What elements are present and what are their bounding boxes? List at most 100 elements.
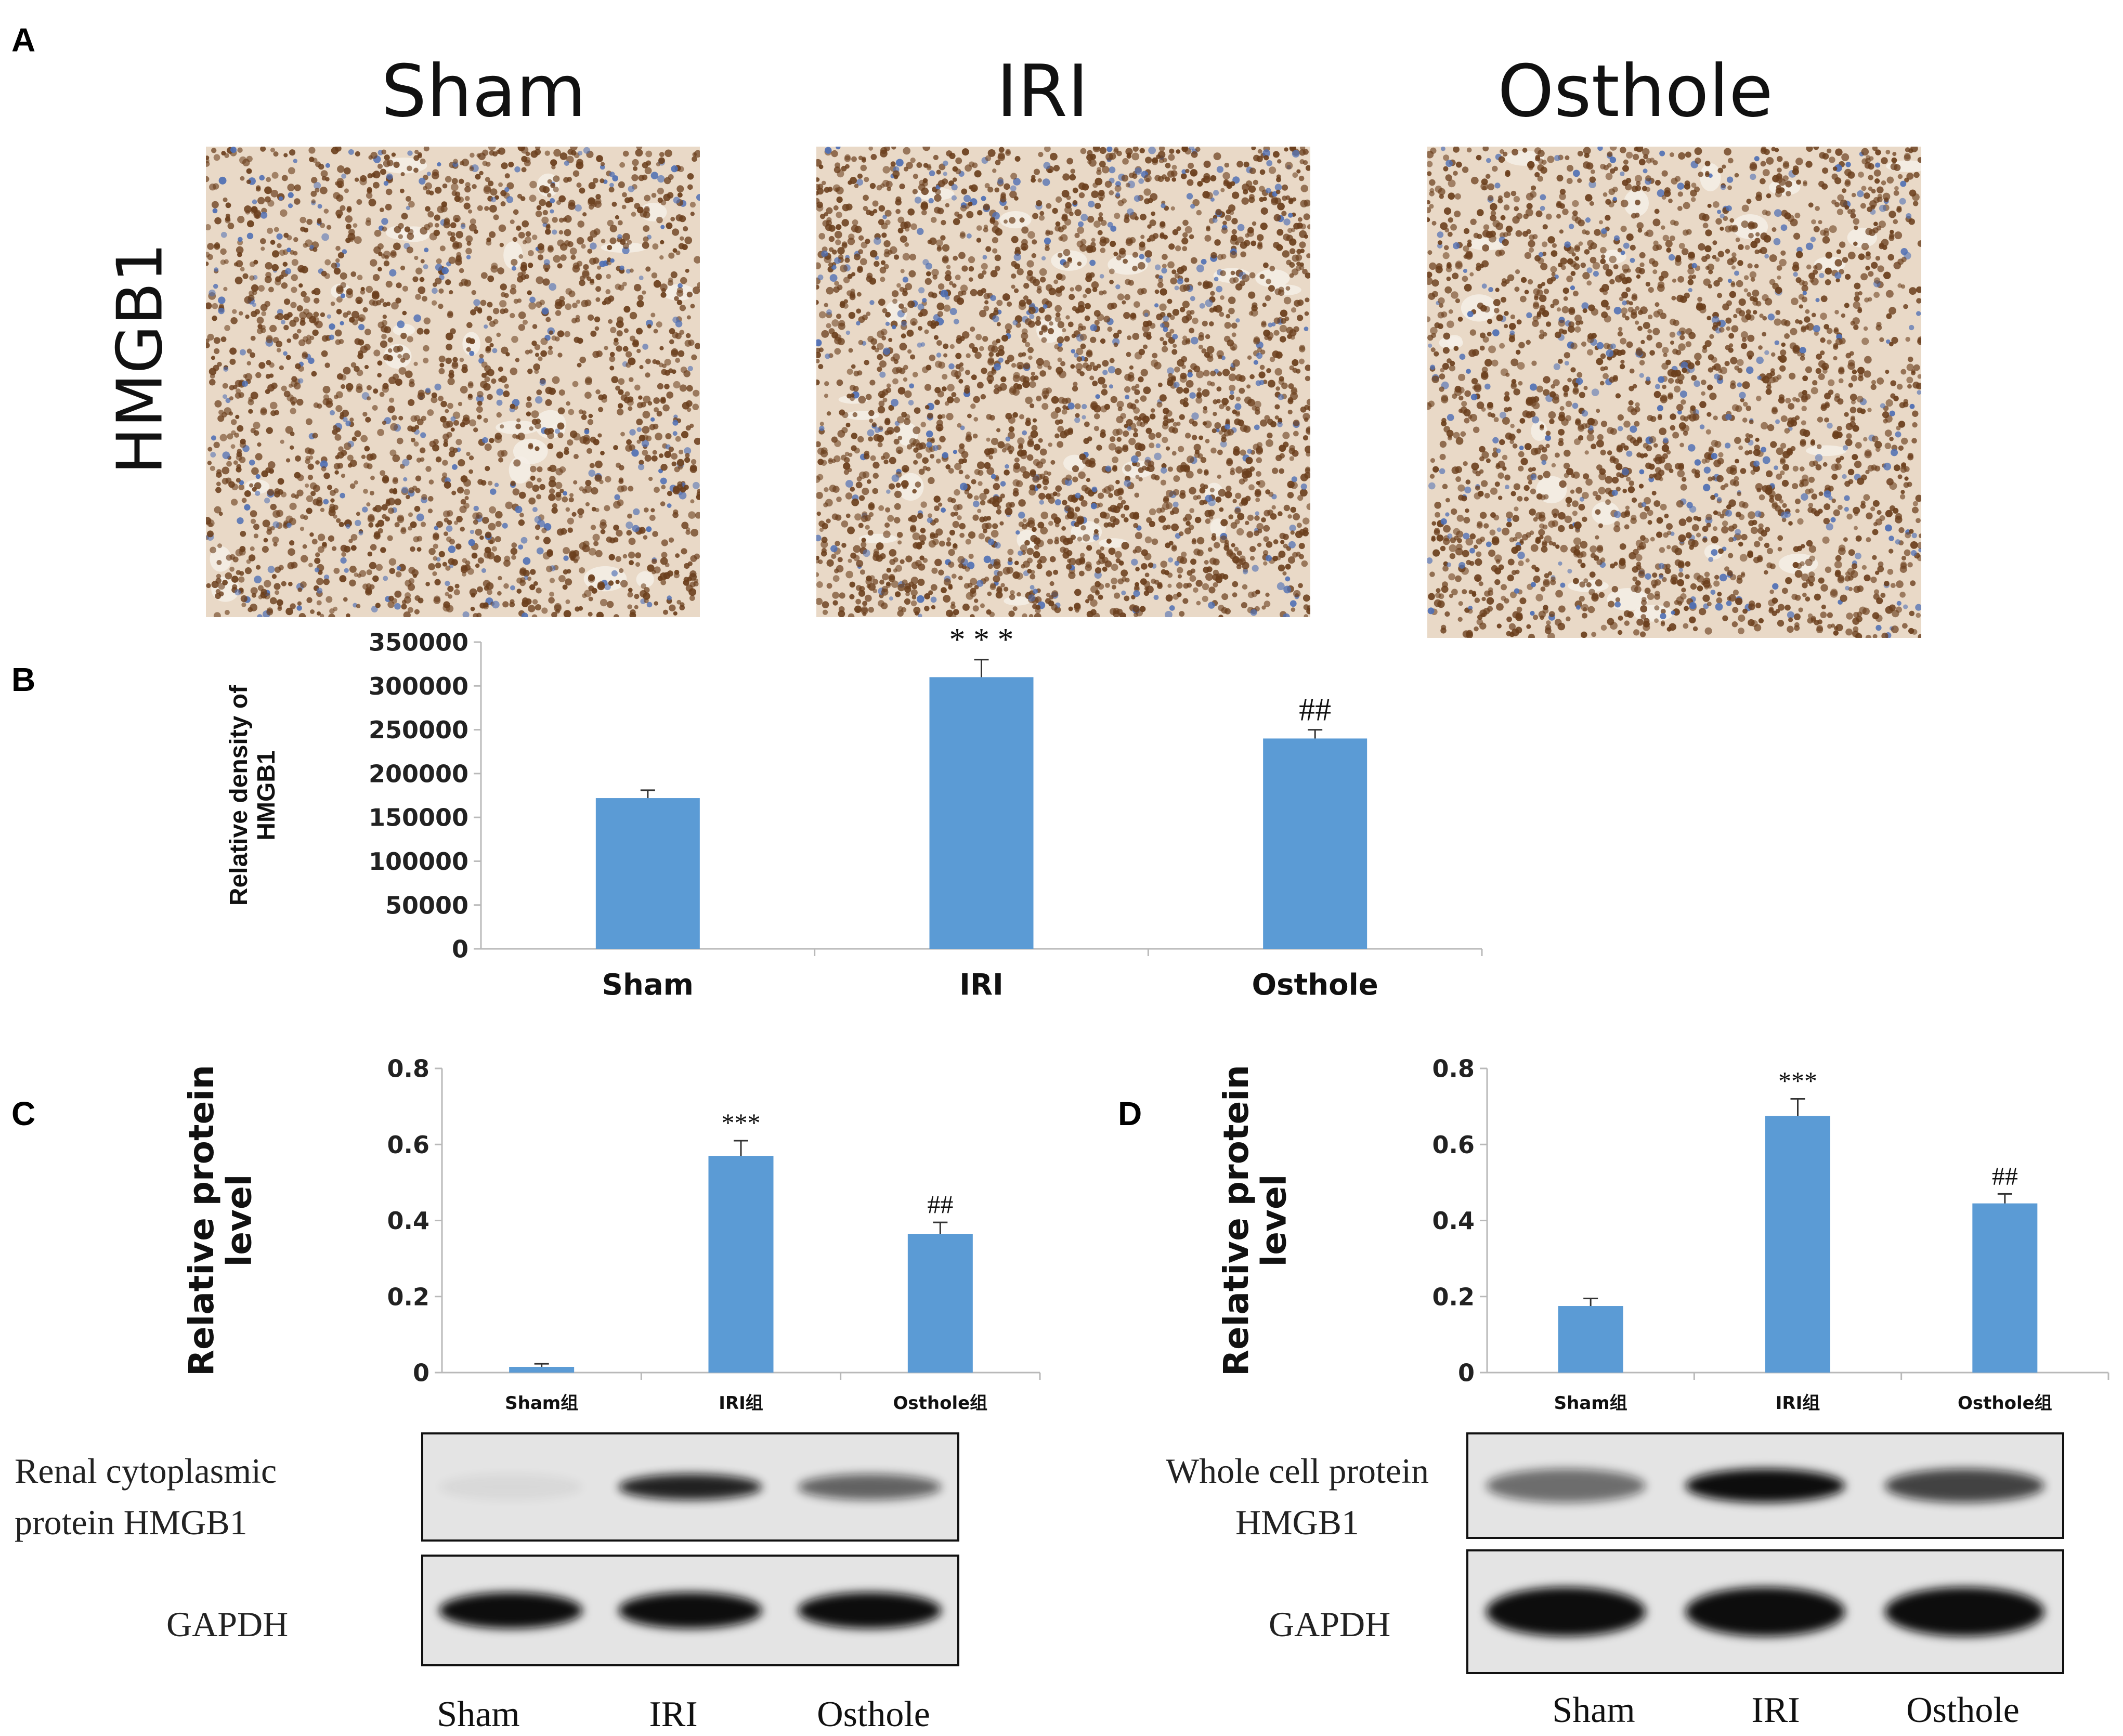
ihc-nucleus <box>869 380 876 386</box>
ihc-nucleus <box>1054 225 1061 232</box>
ihc-nucleus <box>288 167 295 175</box>
ihc-nucleus <box>1093 518 1100 524</box>
ihc-nucleus <box>348 149 354 155</box>
ihc-nucleus <box>529 194 537 202</box>
ihc-nucleus <box>393 242 401 251</box>
ihc-nucleus <box>862 601 868 606</box>
ihc-nucleus <box>852 219 858 226</box>
ihc-nucleus <box>549 330 553 335</box>
ihc-nucleus <box>1026 454 1034 461</box>
ihc-nucleus <box>477 557 484 564</box>
ihc-nucleus <box>563 547 570 554</box>
ihc-nucleus <box>656 216 663 224</box>
ihc-nucleus <box>495 511 503 519</box>
ihc-nucleus <box>1278 286 1284 293</box>
ihc-nucleus <box>1074 506 1080 512</box>
ihc-nucleus <box>285 268 292 275</box>
ihc-nucleus <box>1230 251 1238 258</box>
ihc-nucleus <box>854 184 859 188</box>
ihc-nucleus <box>1170 376 1176 382</box>
ihc-nucleus <box>609 351 615 357</box>
ihc-nucleus <box>348 539 353 543</box>
ihc-nucleus <box>473 299 480 306</box>
ihc-nucleus <box>616 330 623 337</box>
ihc-nucleus <box>999 521 1004 526</box>
ihc-nucleus <box>1087 436 1092 442</box>
ihc-nucleus <box>298 378 304 384</box>
ihc-nucleus <box>1231 218 1238 225</box>
ihc-nucleus <box>417 153 422 159</box>
ihc-nucleus <box>1146 334 1152 340</box>
ihc-nucleus <box>399 188 405 193</box>
ihc-nucleus <box>873 434 881 442</box>
ihc-nucleus <box>287 184 295 191</box>
ihc-nucleus <box>1272 151 1280 158</box>
ihc-nucleus <box>1136 421 1142 427</box>
ihc-nucleus <box>1287 514 1292 519</box>
ihc-nucleus <box>218 582 225 590</box>
ihc-nucleus <box>264 301 270 307</box>
ihc-nucleus <box>644 598 649 604</box>
ihc-nucleus <box>297 587 303 592</box>
ihc-nucleus <box>1151 211 1156 216</box>
ihc-nucleus <box>445 592 449 596</box>
ihc-nucleus <box>311 539 318 545</box>
ihc-nucleus <box>975 334 982 341</box>
ihc-nucleus <box>465 182 471 188</box>
ihc-nucleus <box>216 472 222 478</box>
ihc-nucleus <box>856 559 864 567</box>
ihc-nucleus <box>1060 361 1066 367</box>
ihc-nucleus <box>572 265 580 273</box>
ihc-nucleus <box>281 320 285 324</box>
ihc-nucleus <box>966 353 971 358</box>
ihc-nucleus <box>1032 213 1038 219</box>
ihc-nucleus <box>1122 158 1129 165</box>
ihc-nucleus <box>618 181 625 188</box>
ihc-nucleus <box>455 231 463 239</box>
ihc-nucleus <box>518 311 526 319</box>
ihc-nucleus <box>345 238 351 243</box>
ihc-nucleus <box>652 243 659 250</box>
ihc-nucleus <box>991 530 999 538</box>
ihc-nucleus <box>521 155 528 162</box>
ihc-nucleus <box>544 267 549 272</box>
ihc-nucleus <box>660 501 666 506</box>
ihc-nucleus <box>1090 324 1097 332</box>
ihc-nucleus <box>1129 314 1137 321</box>
ihc-nucleus <box>1037 521 1045 529</box>
ihc-nucleus <box>1100 338 1106 344</box>
ihc-nucleus <box>1013 288 1019 293</box>
ihc-nucleus <box>1023 283 1030 289</box>
ihc-nucleus <box>1023 376 1030 383</box>
ihc-nucleus <box>529 426 534 431</box>
ihc-nucleus <box>878 600 885 607</box>
ihc-nucleus <box>953 255 958 261</box>
ihc-nucleus <box>988 455 993 460</box>
ihc-nucleus <box>364 446 370 452</box>
ihc-nucleus <box>992 226 999 233</box>
ihc-nucleus <box>903 418 911 425</box>
ihc-nucleus <box>487 394 493 400</box>
ihc-nucleus <box>343 367 351 375</box>
ihc-nucleus <box>314 567 320 572</box>
ihc-nucleus <box>235 414 240 419</box>
ihc-nucleus <box>977 210 983 216</box>
ihc-nucleus <box>489 540 493 544</box>
ihc-nucleus <box>1267 380 1275 388</box>
ihc-nucleus <box>298 613 306 617</box>
ihc-nucleus <box>1105 582 1110 588</box>
ihc-nucleus <box>1167 367 1175 375</box>
ihc-nucleus <box>826 583 832 589</box>
ihc-nucleus <box>1232 581 1239 588</box>
ihc-nucleus <box>973 495 979 501</box>
ihc-nucleus <box>1070 364 1075 369</box>
ihc-nucleus <box>934 399 940 406</box>
ihc-nucleus <box>1169 329 1175 334</box>
ihc-nucleus <box>579 567 585 574</box>
ihc-nucleus <box>619 568 624 573</box>
ihc-nucleus <box>1184 277 1190 283</box>
ihc-nucleus <box>613 537 619 543</box>
ihc-nucleus <box>1225 424 1231 430</box>
ihc-nucleus <box>1069 294 1075 301</box>
ihc-nucleus <box>384 326 392 334</box>
